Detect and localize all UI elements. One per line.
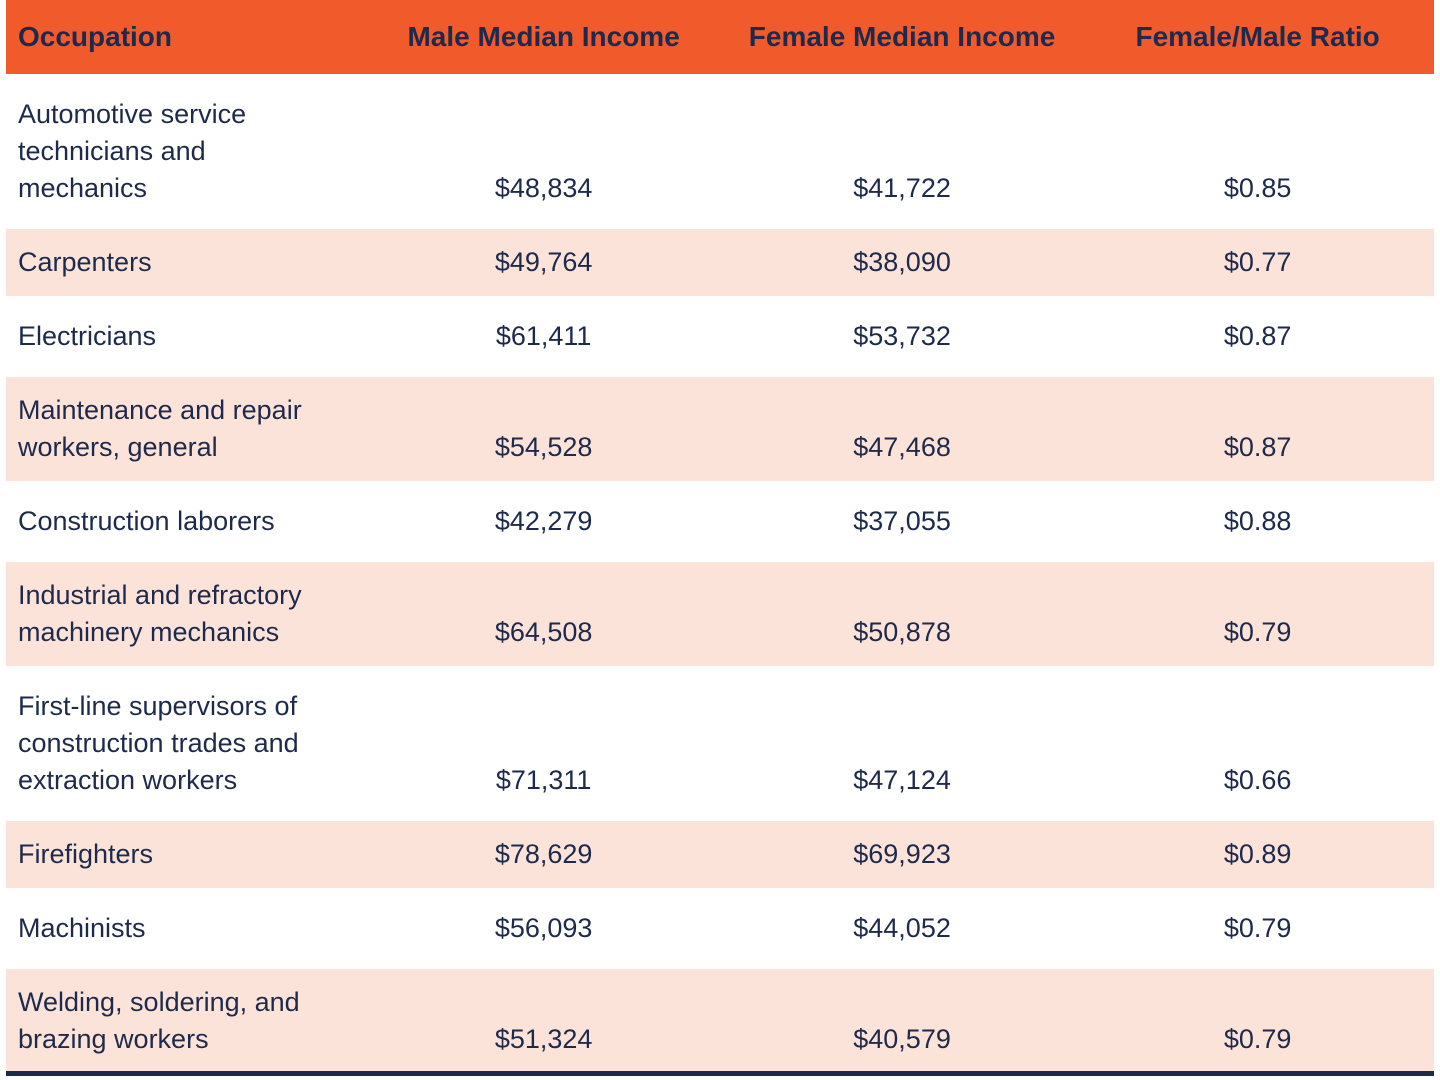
cell-occupation: Construction laborers: [6, 488, 365, 555]
cell-ratio: $0.79: [1081, 895, 1434, 962]
cell-ratio: $0.77: [1081, 229, 1434, 296]
cell-ratio: $0.87: [1081, 303, 1434, 370]
cell-male-income: $49,764: [364, 229, 723, 296]
cell-female-income: $69,923: [722, 821, 1082, 888]
table-row: Machinists $56,093 $44,052 $0.79: [6, 895, 1434, 962]
table-row: Maintenance and repair workers, general …: [6, 377, 1434, 481]
cell-female-income: $44,052: [722, 895, 1082, 962]
cell-male-income: $48,834: [364, 81, 723, 222]
cell-ratio: $0.89: [1081, 821, 1434, 888]
cell-female-income: $41,722: [722, 81, 1082, 222]
cell-occupation: Carpenters: [6, 229, 365, 296]
cell-female-income: $53,732: [722, 303, 1082, 370]
table-row: Welding, soldering, and brazing workers …: [6, 969, 1434, 1073]
header-male-median-income: Male Median Income: [364, 0, 723, 74]
cell-male-income: $64,508: [364, 562, 723, 666]
table-bottom-border: [6, 1071, 1434, 1076]
table-row: Industrial and refractory machinery mech…: [6, 562, 1434, 666]
cell-male-income: $61,411: [364, 303, 723, 370]
cell-male-income: $56,093: [364, 895, 723, 962]
cell-male-income: $71,311: [364, 673, 723, 814]
header-occupation: Occupation: [6, 0, 365, 74]
cell-occupation: Machinists: [6, 895, 365, 962]
cell-female-income: $38,090: [722, 229, 1082, 296]
cell-occupation: Industrial and refractory machinery mech…: [6, 562, 365, 666]
cell-ratio: $0.66: [1081, 673, 1434, 814]
cell-female-income: $50,878: [722, 562, 1082, 666]
cell-occupation: Firefighters: [6, 821, 365, 888]
cell-female-income: $47,468: [722, 377, 1082, 481]
cell-occupation: Maintenance and repair workers, general: [6, 377, 365, 481]
header-female-male-ratio: Female/Male Ratio: [1081, 0, 1434, 74]
cell-female-income: $40,579: [722, 969, 1082, 1073]
cell-occupation: Welding, soldering, and brazing workers: [6, 969, 365, 1073]
cell-male-income: $54,528: [364, 377, 723, 481]
cell-occupation: Automotive service technicians and mecha…: [6, 81, 365, 222]
table-body: Automotive service technicians and mecha…: [6, 81, 1434, 1073]
cell-ratio: $0.79: [1081, 969, 1434, 1073]
cell-female-income: $47,124: [722, 673, 1082, 814]
cell-occupation: Electricians: [6, 303, 365, 370]
table-row: Electricians $61,411 $53,732 $0.87: [6, 303, 1434, 370]
cell-ratio: $0.87: [1081, 377, 1434, 481]
cell-ratio: $0.85: [1081, 81, 1434, 222]
table-row: Automotive service technicians and mecha…: [6, 81, 1434, 222]
table-row: Firefighters $78,629 $69,923 $0.89: [6, 821, 1434, 888]
cell-male-income: $51,324: [364, 969, 723, 1073]
cell-ratio: $0.88: [1081, 488, 1434, 555]
header-row: Occupation Male Median Income Female Med…: [6, 0, 1434, 74]
table-row: First-line supervisors of construction t…: [6, 673, 1434, 814]
income-table-container: Occupation Male Median Income Female Med…: [6, 0, 1434, 1080]
cell-male-income: $42,279: [364, 488, 723, 555]
cell-female-income: $37,055: [722, 488, 1082, 555]
income-table: Occupation Male Median Income Female Med…: [6, 0, 1434, 1080]
cell-male-income: $78,629: [364, 821, 723, 888]
cell-occupation: First-line supervisors of construction t…: [6, 673, 365, 814]
table-row: Construction laborers $42,279 $37,055 $0…: [6, 488, 1434, 555]
table-header: Occupation Male Median Income Female Med…: [6, 0, 1434, 74]
header-female-median-income: Female Median Income: [722, 0, 1082, 74]
cell-ratio: $0.79: [1081, 562, 1434, 666]
table-row: Carpenters $49,764 $38,090 $0.77: [6, 229, 1434, 296]
